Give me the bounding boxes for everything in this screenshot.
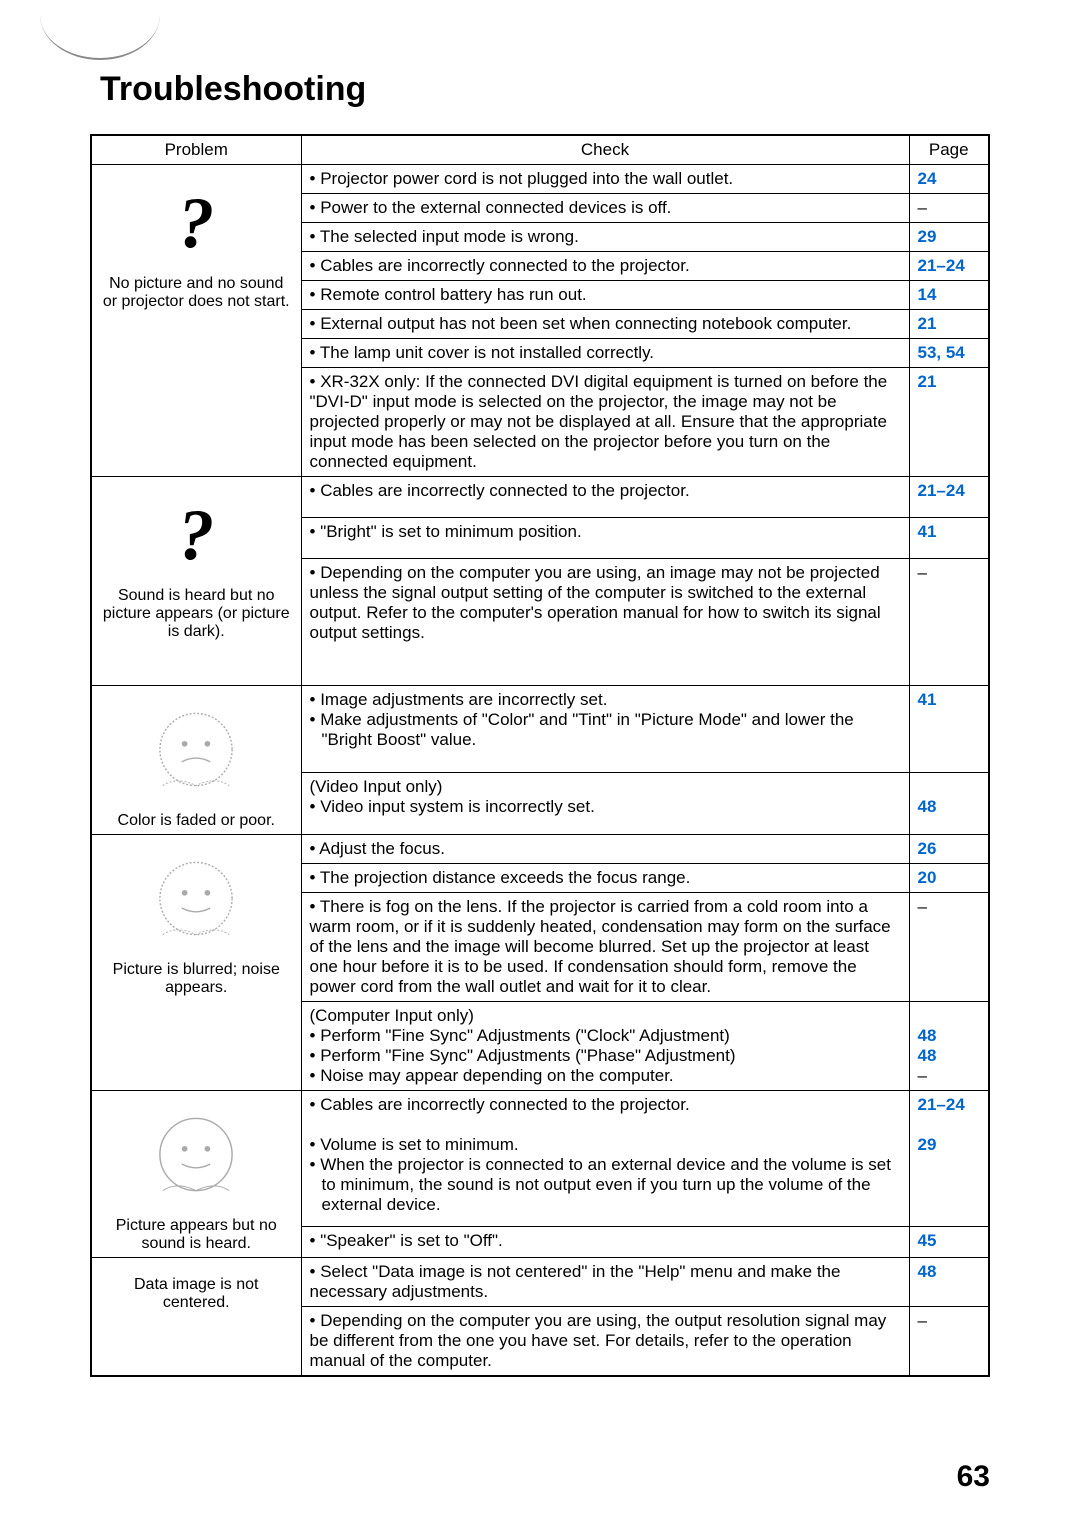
page-ref[interactable]: 21–24 [918, 256, 965, 275]
problem-label: No picture and no sound or projector doe… [100, 275, 293, 311]
check-text: • Projector power cord is not plugged in… [301, 165, 909, 194]
check-text: (Computer Input only) • Perform "Fine Sy… [301, 1002, 909, 1091]
page: Troubleshooting Problem Check Page ? No … [0, 0, 1080, 1529]
problem-label: Sound is heard but no picture appears (o… [100, 587, 293, 641]
check-text: • "Speaker" is set to "Off". [301, 1227, 909, 1258]
check-text: • Depending on the computer you are usin… [301, 1307, 909, 1377]
col-check: Check [301, 135, 909, 165]
check-text: • Adjust the focus. [301, 835, 909, 864]
page-ref[interactable]: 45 [918, 1231, 937, 1250]
check-text: • Power to the external connected device… [301, 194, 909, 223]
col-page: Page [909, 135, 989, 165]
page-ref[interactable]: 21 [918, 314, 937, 333]
col-problem: Problem [91, 135, 301, 165]
check-text: • External output has not been set when … [301, 310, 909, 339]
page-ref[interactable]: 24 [918, 169, 937, 188]
page-ref[interactable]: 41 [918, 690, 937, 709]
face-icon [146, 1107, 246, 1202]
page-number: 63 [957, 1460, 990, 1494]
page-ref[interactable]: 14 [918, 285, 937, 304]
check-text: • XR-32X only: If the connected DVI digi… [301, 368, 909, 477]
problem-label: Color is faded or poor. [100, 812, 293, 830]
face-icon [146, 851, 246, 946]
problem-label: Data image is not centered. [100, 1276, 293, 1312]
page-ref[interactable]: 48 [918, 797, 937, 816]
check-text: (Video Input only) • Video input system … [301, 773, 909, 835]
page-ref[interactable]: 41 [918, 522, 937, 541]
page-ref[interactable]: 21 [918, 372, 937, 391]
troubleshooting-table: Problem Check Page ? No picture and no s… [90, 134, 990, 1377]
page-ref: – [918, 563, 927, 582]
page-ref[interactable]: 26 [918, 839, 937, 858]
check-text: • The selected input mode is wrong. [301, 223, 909, 252]
check-text: • There is fog on the lens. If the proje… [301, 893, 909, 1002]
check-text: • Cables are incorrectly connected to th… [301, 1091, 909, 1227]
page-ref[interactable]: 21–24 [918, 1095, 965, 1114]
page-ref[interactable]: 20 [918, 868, 937, 887]
problem-cell: Data image is not centered. [91, 1258, 301, 1377]
check-text: • Image adjustments are incorrectly set.… [301, 686, 909, 773]
problem-cell: ? Sound is heard but no picture appears … [91, 477, 301, 686]
problem-cell: Picture appears but no sound is heard. [91, 1091, 301, 1258]
page-ref: – [918, 897, 927, 916]
check-text: • The lamp unit cover is not installed c… [301, 339, 909, 368]
problem-cell: Color is faded or poor. [91, 686, 301, 835]
page-ref[interactable]: 48 [918, 1026, 937, 1045]
problem-cell: Picture is blurred; noise appears. [91, 835, 301, 1091]
page-ref: – [918, 198, 927, 217]
face-icon [146, 702, 246, 797]
page-ref[interactable]: 29 [918, 1135, 937, 1154]
check-text: • Remote control battery has run out. [301, 281, 909, 310]
page-title: Troubleshooting [100, 70, 990, 109]
page-ref[interactable]: 21–24 [918, 481, 965, 500]
page-ref[interactable]: 48 [918, 1046, 937, 1065]
check-text: • Cables are incorrectly connected to th… [301, 477, 909, 518]
question-icon: ? [178, 187, 214, 259]
question-icon: ? [178, 499, 214, 571]
check-text: • Cables are incorrectly connected to th… [301, 252, 909, 281]
page-ref[interactable]: 48 [918, 1262, 937, 1281]
check-text: • Select "Data image is not centered" in… [301, 1258, 909, 1307]
problem-cell: ? No picture and no sound or projector d… [91, 165, 301, 477]
page-ref: – [918, 1066, 927, 1085]
check-text: • The projection distance exceeds the fo… [301, 864, 909, 893]
decorative-arc [40, 0, 160, 60]
page-ref[interactable]: 29 [918, 227, 937, 246]
page-ref[interactable]: 53, 54 [918, 343, 965, 362]
page-ref: – [918, 1311, 927, 1330]
problem-label: Picture appears but no sound is heard. [100, 1217, 293, 1253]
check-text: • Depending on the computer you are usin… [301, 559, 909, 686]
problem-label: Picture is blurred; noise appears. [100, 961, 293, 997]
check-text: • "Bright" is set to minimum position. [301, 518, 909, 559]
